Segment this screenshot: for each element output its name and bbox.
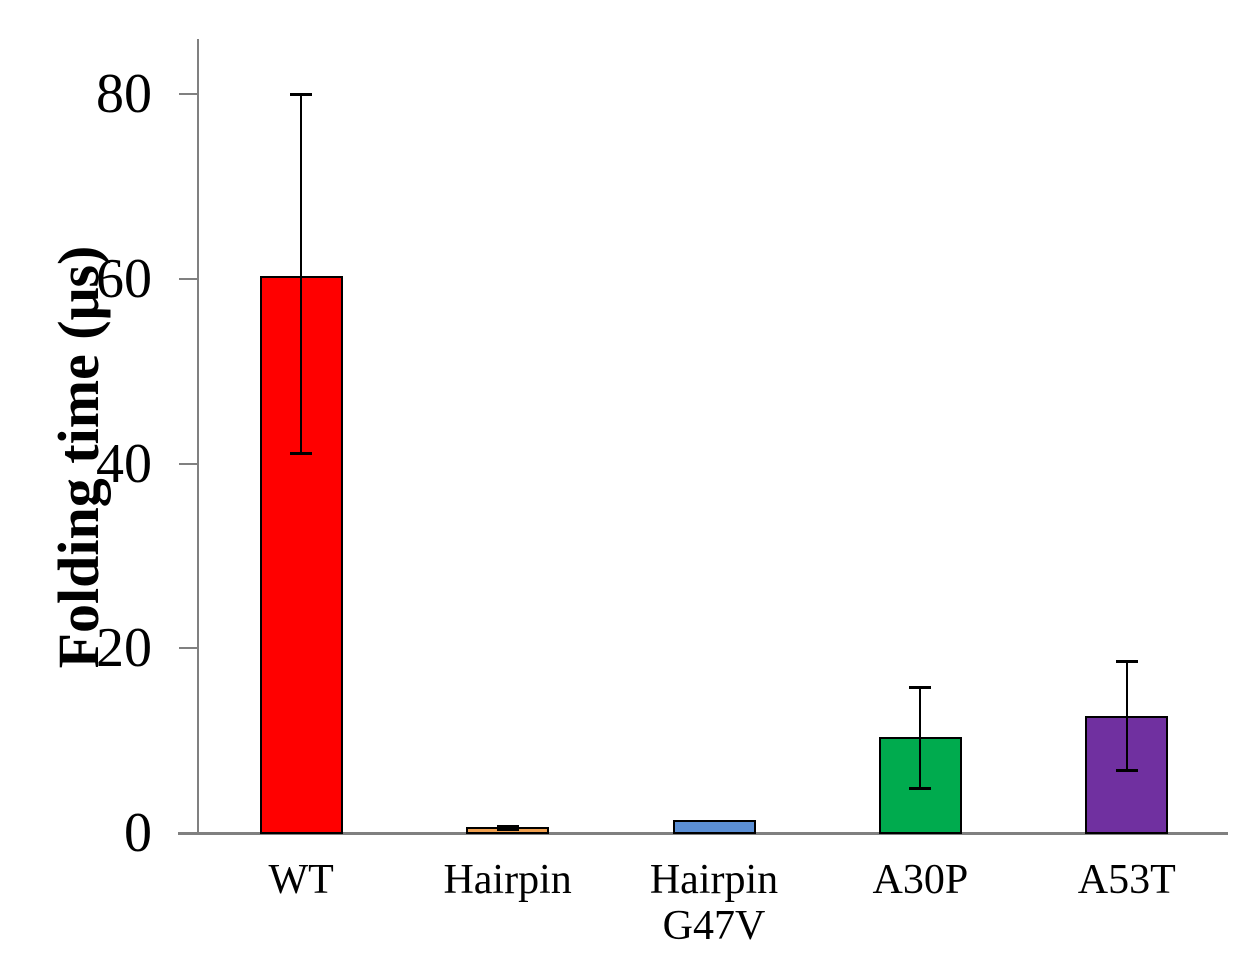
error-bar-cap-bottom-wt: [290, 452, 313, 456]
y-tick-20: [179, 647, 198, 650]
y-tick-80: [179, 93, 198, 95]
y-tick-label-40: 40: [96, 432, 152, 495]
x-category-label-line: G47V: [662, 903, 766, 949]
y-tick-60: [179, 277, 198, 280]
y-tick-label-80: 80: [96, 63, 152, 125]
y-tick-40: [179, 462, 198, 465]
y-axis-line: [197, 39, 199, 833]
error-bar-wt: [300, 94, 303, 455]
error-bar-cap-top-a53t: [1115, 660, 1138, 664]
x-category-label-line: Hairpin: [443, 857, 572, 903]
error-bar-hairpin: [506, 825, 509, 831]
error-bar-a53t: [1125, 661, 1128, 772]
x-category-label-hairpin: Hairpin: [378, 857, 638, 903]
error-bar-cap-bottom-hairpin: [496, 828, 519, 832]
x-category-label-hairpin-g47v: Hairpin G47V: [584, 857, 844, 949]
y-tick-label-0: 0: [124, 802, 152, 864]
x-category-label-line: WT: [268, 857, 334, 903]
error-bar-cap-top-wt: [290, 93, 313, 96]
x-category-label-line: A53T: [1077, 857, 1176, 903]
x-category-label-wt: WT: [171, 857, 431, 903]
error-bar-cap-bottom-a30p: [909, 786, 932, 790]
error-bar-cap-top-hairpin: [496, 824, 519, 828]
y-tick-label-60: 60: [96, 247, 152, 310]
x-category-label-line: Hairpin: [649, 857, 779, 903]
bar-hairpin-g47v: [672, 820, 756, 834]
x-category-label-a30p: A30P: [790, 857, 1050, 903]
y-tick-label-20: 20: [96, 617, 152, 680]
error-bar-cap-top-a30p: [909, 686, 932, 690]
x-category-label-line: A30P: [872, 857, 969, 903]
error-bar-cap-bottom-a53t: [1115, 769, 1138, 773]
x-category-label-a53t: A53T: [997, 857, 1244, 903]
error-bar-a30p: [919, 687, 922, 789]
